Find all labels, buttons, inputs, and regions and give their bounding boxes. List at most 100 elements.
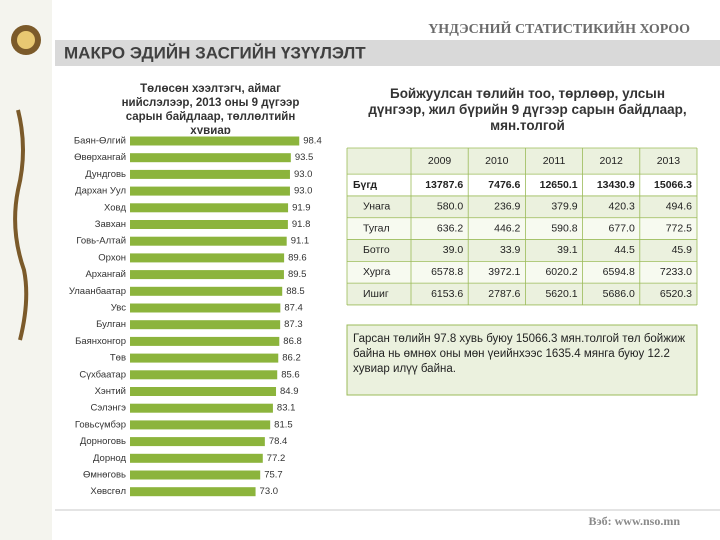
title-band	[55, 40, 720, 66]
category-label: Сэлэнгэ	[91, 403, 127, 414]
value-label: 78.4	[269, 436, 288, 447]
bar	[130, 336, 280, 346]
table-title: Бойжуулсан төлийн тоо, төрлөөр, улсын дү…	[368, 86, 687, 133]
table-cell: 7476.6	[488, 179, 520, 191]
bar	[130, 153, 291, 163]
table-cell: 5686.0	[603, 288, 635, 300]
category-label: Дорноговь	[80, 436, 126, 447]
category-label: Хөвсгөл	[90, 486, 126, 497]
value-label: 91.8	[292, 219, 311, 230]
category-label: Баян-Өлгий	[74, 136, 126, 147]
footer: Вэб: www.nso.mn	[588, 514, 680, 528]
table-cell: 15066.3	[654, 179, 692, 191]
table-cell: 7233.0	[660, 266, 692, 278]
chart-title-box: Төлөсөн хээлтэгч, аймаг нийслэлээр, 2013…	[122, 83, 300, 134]
value-label: 75.7	[264, 470, 283, 481]
category-label: Ховд	[104, 202, 126, 213]
category-label: Төв	[110, 353, 126, 364]
value-label: 86.2	[282, 353, 301, 364]
logo-inner	[17, 31, 35, 49]
bar	[130, 320, 281, 330]
table-header-cell: 2012	[600, 155, 624, 167]
value-label: 87.4	[284, 303, 303, 314]
table-cell: 590.8	[551, 222, 577, 234]
category-label: Говьсүмбэр	[75, 419, 126, 430]
bar	[130, 203, 289, 213]
table-header-cell: 2011	[543, 155, 566, 167]
category-label: Дархан Уул	[75, 186, 126, 197]
table-row-bg	[347, 195, 697, 218]
table-cell: 13787.6	[425, 179, 463, 191]
category-label: Сүхбаатар	[79, 369, 126, 380]
table-row-label: Тугал	[363, 222, 390, 234]
table-row-bg	[347, 283, 697, 305]
bar	[130, 286, 283, 296]
bar	[130, 169, 290, 179]
value-label: 93.0	[294, 169, 313, 180]
bar	[130, 437, 265, 447]
table-cell: 39.0	[443, 244, 464, 256]
category-label: Өмнөговь	[83, 470, 126, 481]
bar	[130, 470, 261, 480]
value-label: 77.2	[267, 453, 286, 464]
table-cell: 636.2	[437, 222, 463, 234]
table-row-label: Хурга	[363, 266, 390, 278]
table-row-label: Ишиг	[363, 288, 389, 300]
value-label: 73.0	[260, 486, 279, 497]
table-cell: 12650.1	[540, 179, 578, 191]
bar	[130, 403, 273, 413]
bar	[130, 487, 256, 497]
table-cell: 33.9	[500, 244, 521, 256]
org-name: ҮНДЭСНИЙ СТАТИСТИКИЙН ХОРОО	[428, 20, 690, 37]
chart: Баян-Өлгий 98.4 Өвөрхангай 93.5 Дундговь 93.0…	[69, 136, 322, 498]
category-label: Увс	[111, 303, 126, 314]
table-cell: 45.9	[672, 244, 693, 256]
bar	[130, 303, 281, 313]
value-label: 98.4	[303, 136, 322, 147]
table-cell: 5620.1	[545, 288, 577, 300]
table-cell: 6578.8	[431, 266, 463, 278]
table-cell: 44.5	[614, 244, 635, 256]
table: 2009 2010 2011 2012 2013 Бүгд 13787.6 7476.6 126…	[346, 147, 698, 306]
category-label: Дорнод	[93, 453, 126, 464]
table-cell: 580.0	[437, 201, 463, 213]
table-header-cell: 2010	[485, 155, 509, 167]
table-row-label: Ботго	[363, 244, 390, 256]
category-label: Архангай	[85, 269, 126, 280]
table-cell: 379.9	[551, 201, 577, 213]
table-cell: 3972.1	[488, 266, 520, 278]
value-label: 86.8	[283, 336, 302, 347]
category-label: Баянхонгор	[75, 336, 126, 347]
category-label: Хэнтий	[95, 386, 126, 397]
value-label: 89.6	[288, 252, 307, 263]
table-cell: 6020.2	[545, 266, 577, 278]
bar	[130, 136, 300, 146]
note-box	[346, 324, 698, 396]
bar	[130, 236, 287, 246]
category-label: Орхон	[98, 252, 126, 263]
value-label: 91.9	[292, 202, 311, 213]
category-label: Говь-Алтай	[76, 236, 126, 247]
bar	[130, 353, 279, 363]
category-label: Өвөрхангай	[74, 152, 126, 163]
table-cell: 6520.3	[660, 288, 692, 300]
table-row-bg	[347, 261, 697, 284]
bar	[130, 420, 271, 430]
table-cell: 13430.9	[597, 179, 635, 191]
table-row-bg	[347, 174, 697, 196]
bar	[130, 270, 284, 280]
bar	[130, 253, 285, 263]
table-header-cell: 2013	[657, 155, 681, 167]
table-cell: 39.1	[557, 244, 578, 256]
value-label: 91.1	[291, 236, 310, 247]
category-label: Дундговь	[85, 169, 126, 180]
value-label: 81.5	[274, 419, 293, 430]
bar	[130, 387, 277, 396]
table-cell: 772.5	[666, 222, 692, 234]
table-cell: 2787.6	[488, 288, 520, 300]
table-cell: 236.9	[494, 201, 520, 213]
category-label: Завхан	[95, 219, 126, 230]
table-header-cell: 2009	[428, 155, 452, 167]
table-row-label: Унага	[363, 201, 390, 213]
